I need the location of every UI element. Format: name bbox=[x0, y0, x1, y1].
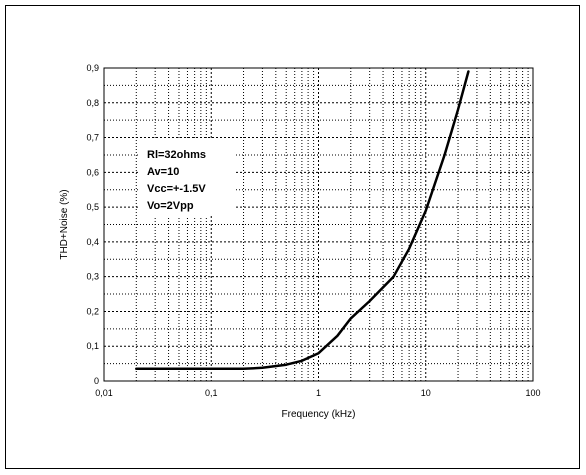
annotation-box: Rl=32ohms Av=10 Vcc=+-1.5V Vo=2Vpp bbox=[138, 140, 234, 216]
annotation-line: Av=10 bbox=[147, 166, 179, 178]
annotation-line: Rl=32ohms bbox=[147, 149, 206, 161]
y-axis-label: THD+Noise (%) bbox=[59, 189, 70, 259]
x-axis-label: Frequency (kHz) bbox=[282, 409, 356, 420]
y-tick-label: 0 bbox=[94, 376, 99, 386]
y-tick-label: 0,6 bbox=[86, 167, 99, 177]
annotation-line: Vcc=+-1.5V bbox=[147, 183, 206, 195]
x-tick-label: 0,1 bbox=[205, 388, 218, 398]
y-tick-label: 0,3 bbox=[86, 272, 99, 282]
y-tick-label: 0,4 bbox=[86, 237, 99, 247]
x-tick-label: 100 bbox=[525, 388, 540, 398]
plot-border bbox=[103, 67, 534, 382]
chart-frame bbox=[5, 5, 580, 469]
x-tick-label: 1 bbox=[316, 388, 321, 398]
y-tick-label: 0,1 bbox=[86, 341, 99, 351]
x-tick-label: 10 bbox=[421, 388, 431, 398]
tick-labels: 0,01 0,1 1 10 100 0 0,1 0,2 0,3 0,4 0,5 0,6 0,7 0,8 0,… bbox=[86, 63, 540, 398]
y-tick-label: 0,8 bbox=[86, 98, 99, 108]
minor-grid bbox=[104, 68, 533, 381]
series-line bbox=[135, 70, 470, 371]
x-tick-label: 0,01 bbox=[95, 388, 113, 398]
y-tick-label: 0,9 bbox=[86, 63, 99, 73]
annotation-line: Vo=2Vpp bbox=[147, 200, 194, 212]
series-group bbox=[135, 70, 470, 371]
y-tick-label: 0,5 bbox=[86, 202, 99, 212]
y-tick-label: 0,2 bbox=[86, 306, 99, 316]
y-tick-label: 0,7 bbox=[86, 133, 99, 143]
